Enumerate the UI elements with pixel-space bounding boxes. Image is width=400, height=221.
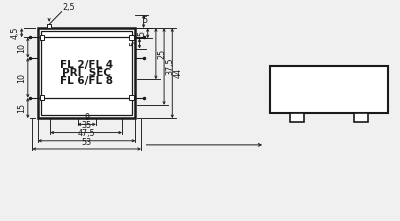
Text: 9: 9	[84, 113, 89, 122]
Text: 15: 15	[17, 103, 26, 113]
Text: 2,5: 2,5	[62, 3, 75, 12]
Text: 5: 5	[142, 16, 148, 25]
Text: PRI  SEC: PRI SEC	[62, 68, 111, 78]
Text: 35: 35	[81, 121, 91, 130]
Text: FL 2/FL 4: FL 2/FL 4	[60, 60, 113, 70]
Bar	[40, 95, 44, 100]
Text: FL 6/FL 8: FL 6/FL 8	[60, 76, 113, 86]
Bar	[40, 35, 44, 40]
Bar	[129, 95, 134, 100]
Text: 44: 44	[173, 68, 182, 78]
Bar	[41, 31, 132, 115]
Bar	[270, 66, 388, 113]
Text: 4,5: 4,5	[11, 27, 20, 39]
Bar	[47, 24, 51, 28]
Text: 53: 53	[82, 137, 92, 147]
Text: 5: 5	[138, 31, 147, 36]
Text: 25: 25	[157, 49, 166, 59]
Bar	[290, 113, 304, 122]
Bar	[354, 113, 368, 122]
Text: 10: 10	[17, 42, 26, 53]
Text: 10: 10	[17, 73, 26, 83]
Text: 37,5: 37,5	[165, 58, 174, 75]
Bar	[38, 28, 135, 118]
Text: 47,5: 47,5	[78, 129, 96, 138]
Bar	[129, 35, 134, 40]
Text: 5: 5	[130, 41, 138, 46]
